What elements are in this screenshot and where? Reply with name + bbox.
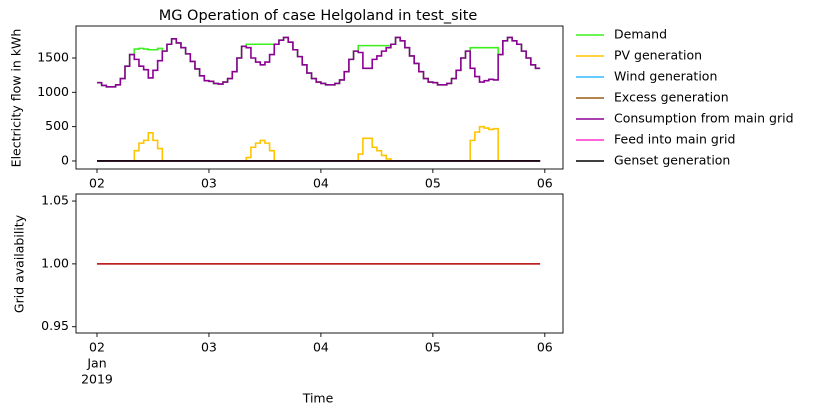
y-tick-label: 0.95 xyxy=(41,318,69,333)
series-line xyxy=(96,36,541,88)
x-tick-label: 04 xyxy=(313,340,329,355)
x-tick-label: 02 xyxy=(89,340,105,355)
x-tick-label: 05 xyxy=(425,176,441,191)
x-tick-label: 02 xyxy=(89,176,105,191)
legend-label: Demand xyxy=(614,27,667,42)
legend-label: Genset generation xyxy=(614,153,730,168)
x-tick-label: 06 xyxy=(537,340,553,355)
legend-label: Excess generation xyxy=(614,90,729,105)
y-tick-label: 1.00 xyxy=(41,255,69,270)
y-axis-label: Grid availability xyxy=(12,214,27,313)
x-tick-label: 03 xyxy=(201,176,217,191)
y-tick-label: 1.05 xyxy=(41,193,69,208)
series-line xyxy=(96,125,541,162)
axes-frame xyxy=(75,193,564,334)
legend-label: Consumption from main grid xyxy=(614,111,794,126)
x-tick-sublabel: 2019 xyxy=(81,372,113,387)
series-line xyxy=(96,36,541,88)
x-tick-label: 04 xyxy=(313,176,329,191)
chart-title: MG Operation of case Helgoland in test_s… xyxy=(159,8,478,24)
axes-frame xyxy=(75,25,564,170)
legend-label: PV generation xyxy=(614,48,702,63)
y-tick-label: 1000 xyxy=(37,84,69,99)
x-tick-label: 05 xyxy=(425,340,441,355)
legend-label: Wind generation xyxy=(614,69,717,84)
y-tick-label: 1500 xyxy=(37,49,69,64)
y-tick-label: 0 xyxy=(61,152,69,167)
y-axis-label: Electricity flow in kWh xyxy=(9,29,24,168)
y-tick-label: 500 xyxy=(45,118,69,133)
x-tick-label: 03 xyxy=(201,340,217,355)
x-tick-label: 06 xyxy=(537,176,553,191)
x-tick-sublabel: Jan xyxy=(86,356,106,371)
legend-label: Feed into main grid xyxy=(614,132,735,147)
x-axis-label: Time xyxy=(302,391,334,406)
